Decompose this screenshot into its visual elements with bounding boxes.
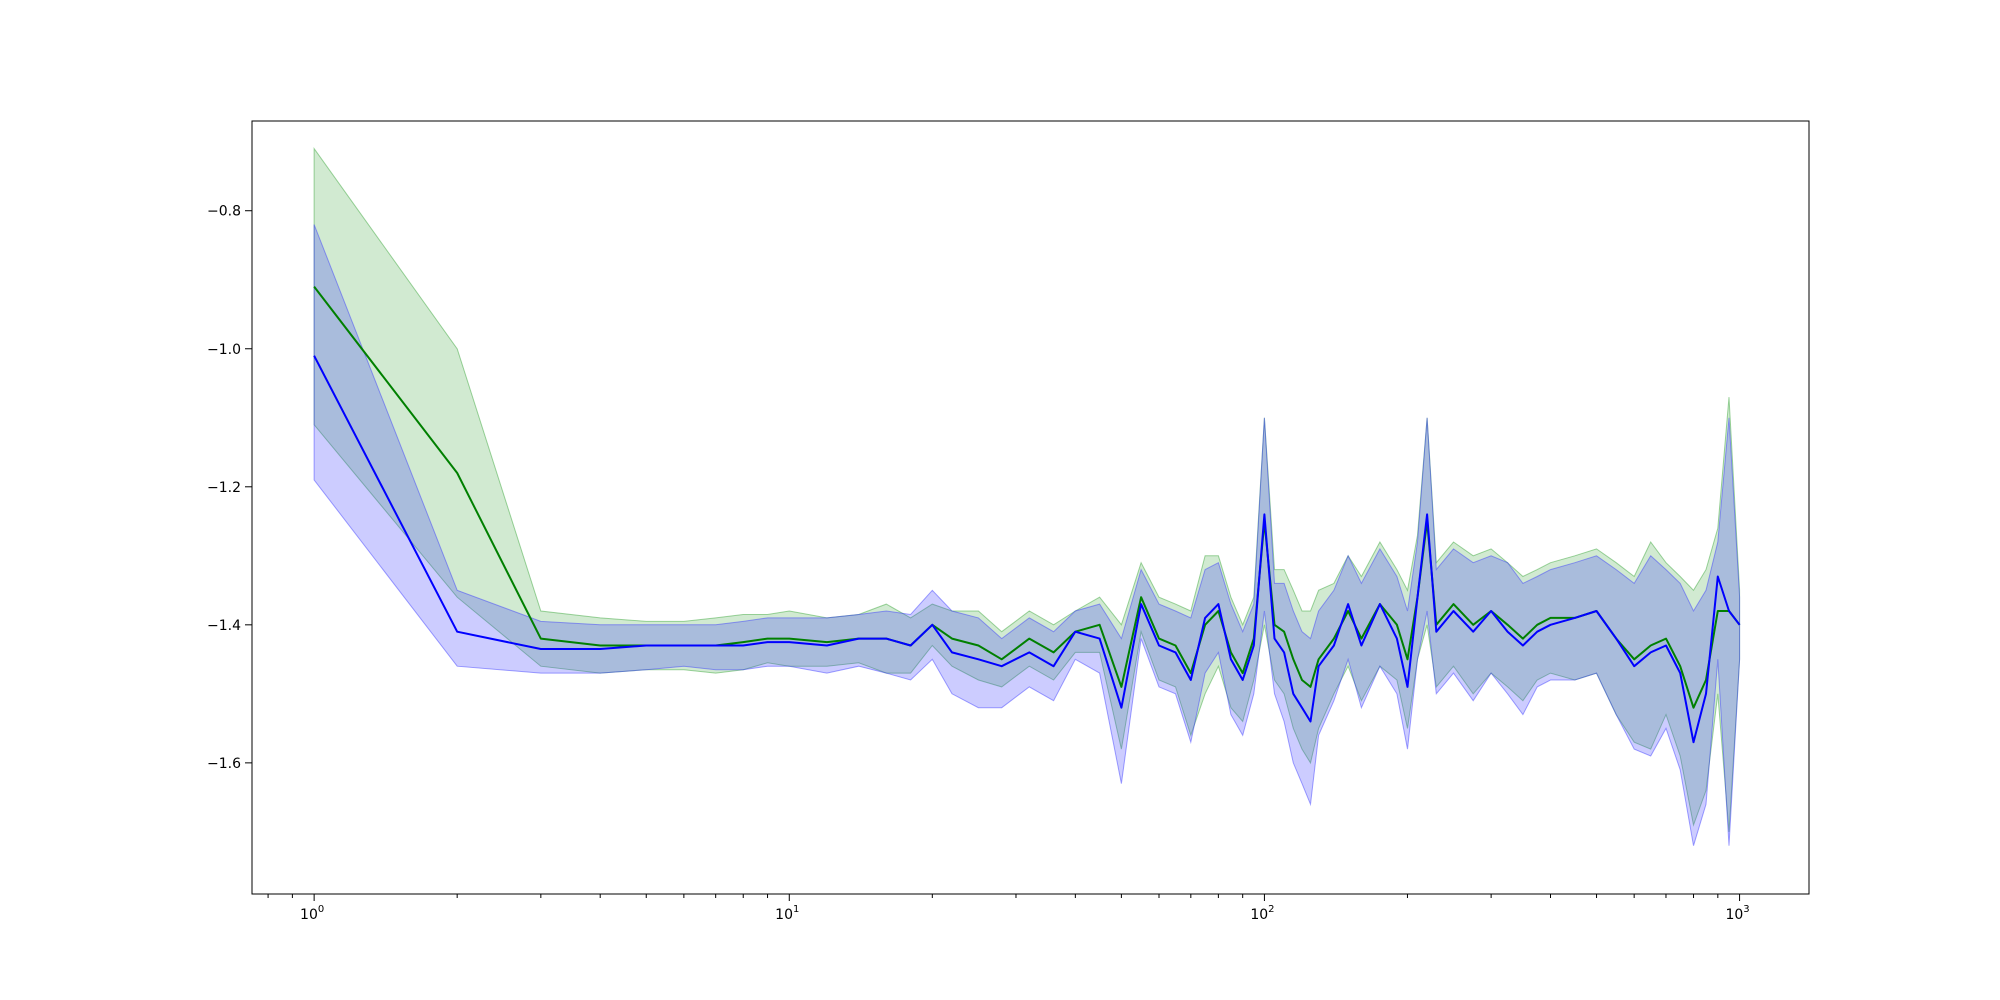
y-tick-label: −0.8 bbox=[207, 204, 241, 220]
y-tick-label: −1.0 bbox=[207, 342, 241, 358]
y-tick-label: −1.6 bbox=[207, 756, 241, 772]
x-tick-label: 101 bbox=[775, 904, 799, 923]
x-tick-exponent: 0 bbox=[318, 904, 324, 915]
x-tick-base: 10 bbox=[300, 907, 318, 923]
x-tick-exponent: 3 bbox=[1743, 904, 1749, 915]
series-1-band bbox=[313, 147, 1741, 832]
x-tick-base: 10 bbox=[1250, 907, 1268, 923]
series-2-band bbox=[313, 224, 1741, 846]
x-tick-exponent: 1 bbox=[793, 904, 799, 915]
series-lines bbox=[313, 285, 1741, 744]
y-tick-label: −1.2 bbox=[207, 480, 241, 496]
x-tick-base: 10 bbox=[775, 907, 793, 923]
y-tick-label: −1.4 bbox=[207, 618, 241, 634]
x-tick-label: 102 bbox=[1250, 904, 1274, 923]
x-axis: 100 101 102 103 bbox=[267, 894, 1750, 923]
confidence-bands bbox=[313, 147, 1741, 846]
y-axis: −0.8 −1.0 −1.2 −1.4 −1.6 bbox=[207, 204, 252, 772]
x-tick-exponent: 2 bbox=[1268, 904, 1274, 915]
x-tick-label: 103 bbox=[1725, 904, 1749, 923]
x-tick-label: 100 bbox=[300, 904, 324, 923]
plot-area-frame bbox=[251, 120, 1810, 895]
series-2-line bbox=[313, 355, 1741, 744]
x-tick-base: 10 bbox=[1725, 907, 1743, 923]
